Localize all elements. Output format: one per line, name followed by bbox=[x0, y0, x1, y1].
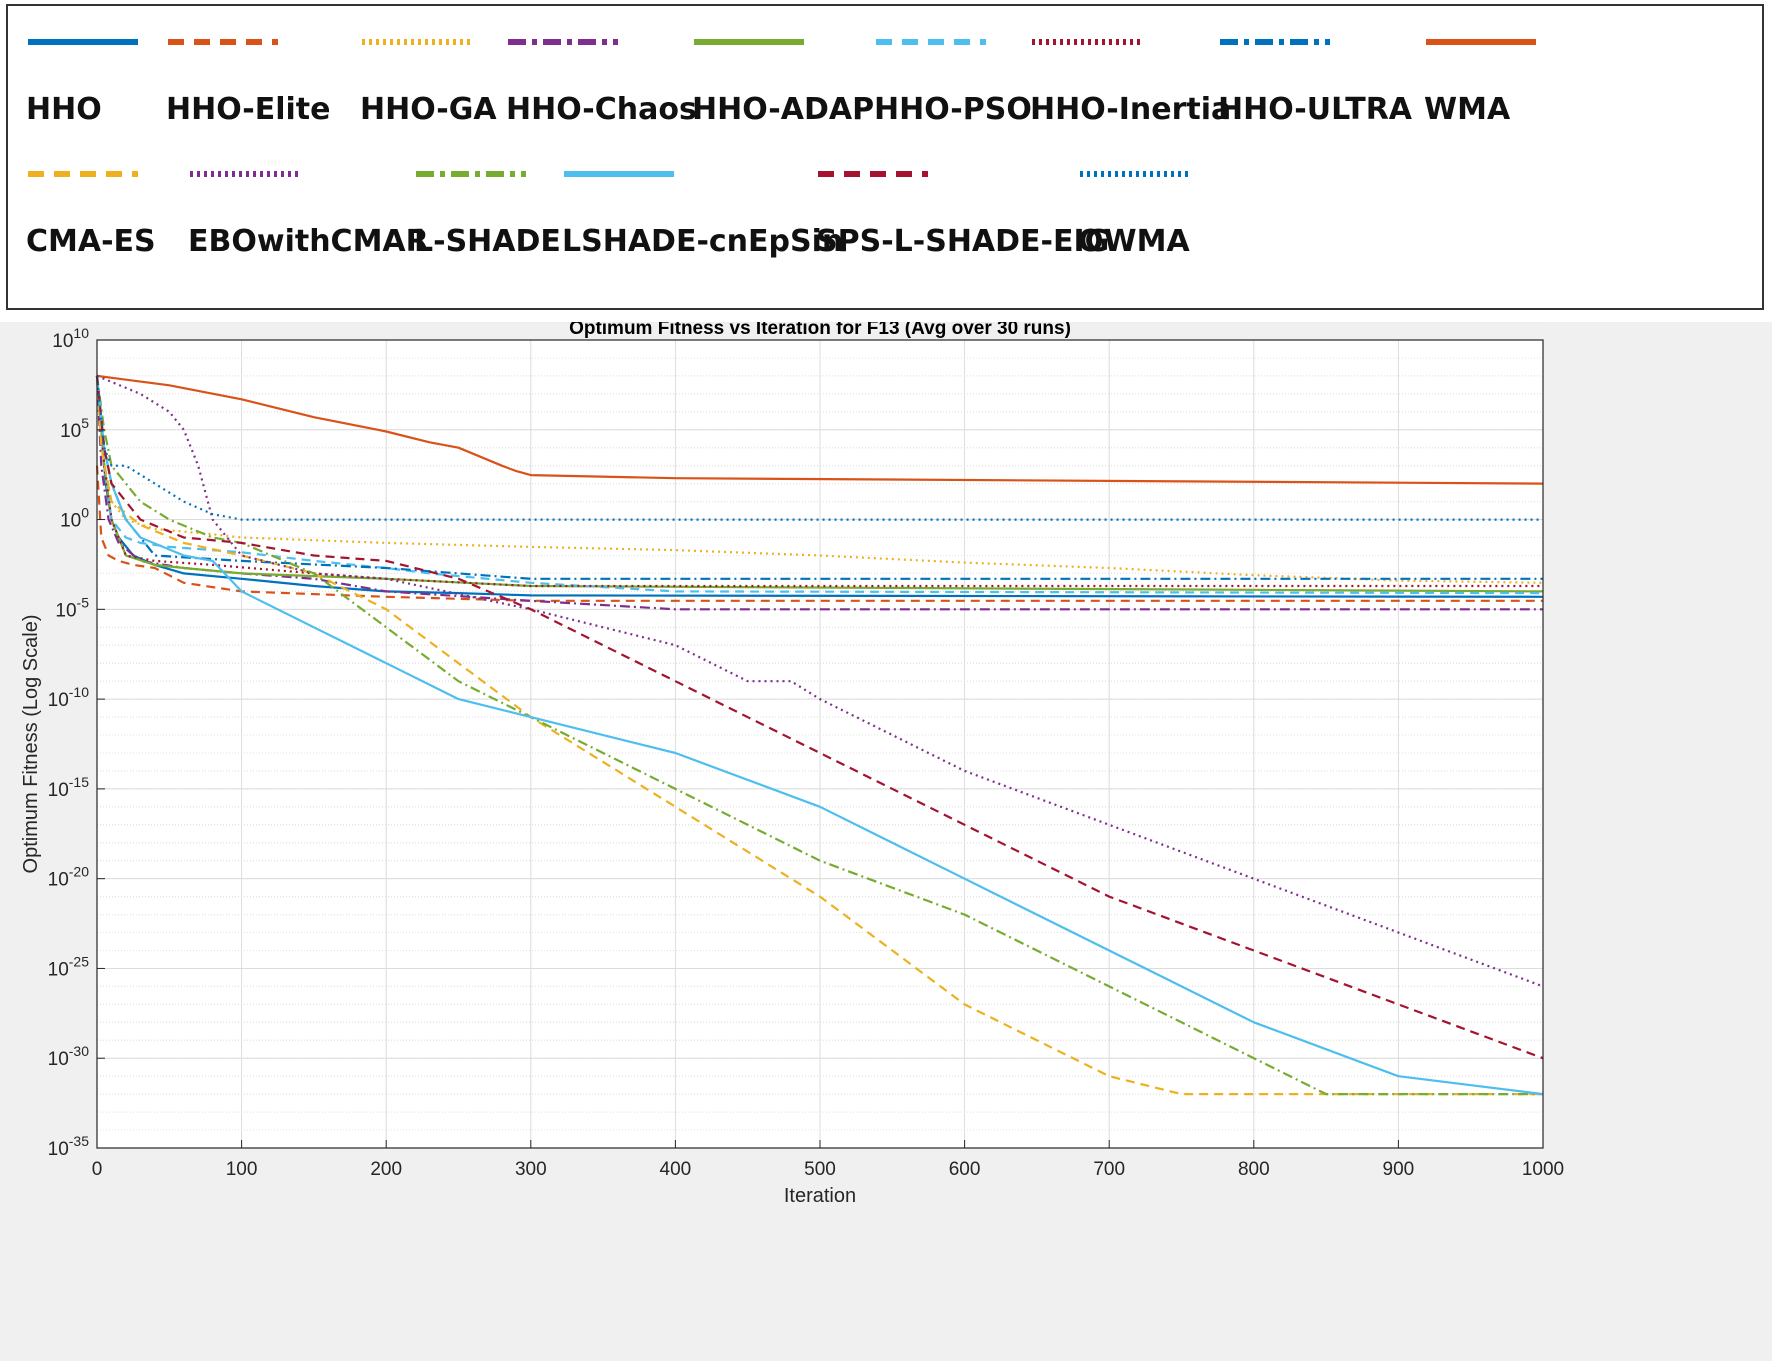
series-line-lshade-cnepsin bbox=[95, 375, 1544, 1096]
series-line-sps-l-shade-eig bbox=[95, 375, 1544, 1060]
y-tick-base: 10 bbox=[55, 600, 76, 621]
y-tick-base: 10 bbox=[52, 331, 73, 352]
legend-label: LSHADE-cnEpSin bbox=[562, 224, 844, 259]
y-tick-label: 10-20 bbox=[48, 864, 90, 891]
x-tick-label: 100 bbox=[226, 1159, 258, 1180]
legend-line-sample bbox=[694, 39, 804, 45]
x-tick-label: 700 bbox=[1093, 1159, 1125, 1180]
legend-line-sample bbox=[28, 39, 138, 45]
x-tick-label: 800 bbox=[1238, 1159, 1270, 1180]
legend-line-sample bbox=[876, 39, 986, 45]
y-tick-label: 10-30 bbox=[48, 1043, 90, 1070]
legend-line-sample bbox=[508, 39, 618, 45]
x-tick-label: 1000 bbox=[1522, 1159, 1564, 1180]
x-tick-label: 200 bbox=[370, 1159, 402, 1180]
legend-line-sample bbox=[362, 39, 472, 45]
y-tick-exponent: -5 bbox=[77, 594, 90, 610]
y-tick-exponent: -35 bbox=[69, 1133, 89, 1149]
x-tick-label: 900 bbox=[1383, 1159, 1415, 1180]
y-tick-exponent: -30 bbox=[69, 1043, 89, 1059]
x-axis-label: Iteration bbox=[784, 1185, 856, 1207]
legend-line-sample bbox=[190, 171, 300, 177]
y-tick-base: 10 bbox=[48, 690, 69, 711]
legend-label: HHO-ADAP bbox=[692, 92, 875, 127]
chart-area: 0 100 200 300 400 500 600 700 800 900 1000 1010 105 1… bbox=[0, 322, 1772, 1361]
legend-line-sample bbox=[168, 39, 278, 45]
legend-label: EBOwithCMAR bbox=[188, 224, 429, 259]
y-tick-exponent: 10 bbox=[73, 325, 89, 341]
legend-line-sample bbox=[1426, 39, 1536, 45]
legend-label: HHO-Chaos bbox=[506, 92, 697, 127]
y-tick-base: 10 bbox=[48, 1139, 69, 1160]
legend-line-sample bbox=[1032, 39, 1142, 45]
legend-label: HHO-GA bbox=[360, 92, 497, 127]
legend-line-sample bbox=[416, 171, 526, 177]
x-tick-label: 300 bbox=[515, 1159, 547, 1180]
legend-line-sample bbox=[1220, 39, 1330, 45]
y-tick-base: 10 bbox=[60, 421, 81, 442]
y-tick-label: 10-15 bbox=[48, 774, 90, 801]
series-line-l-shade bbox=[95, 375, 1543, 1096]
y-tick-exponent: -10 bbox=[69, 684, 89, 700]
y-tick-label: 105 bbox=[60, 415, 89, 442]
y-tick-base: 10 bbox=[48, 1049, 69, 1070]
y-tick-label: 1010 bbox=[52, 325, 89, 352]
y-tick-base: 10 bbox=[48, 870, 69, 891]
legend-line-sample bbox=[818, 171, 928, 177]
legend-label: L-SHADE bbox=[414, 224, 561, 259]
legend-label: SPS-L-SHADE-EIG bbox=[816, 224, 1110, 259]
x-tick-label: 500 bbox=[804, 1159, 836, 1180]
series-line-ebowithcmar bbox=[96, 374, 1544, 988]
chart-svg: 0 100 200 300 400 500 600 700 800 900 100010101051… bbox=[20, 322, 1565, 1207]
legend-label: HHO-PSO bbox=[874, 92, 1032, 127]
y-tick-exponent: -15 bbox=[69, 774, 89, 790]
series-line-hho-elite bbox=[95, 465, 1543, 602]
y-tick-exponent: -20 bbox=[69, 864, 89, 880]
y-tick-exponent: 0 bbox=[81, 505, 89, 521]
y-tick-exponent: 5 bbox=[81, 415, 89, 431]
series-line-hho-ga bbox=[95, 375, 1544, 584]
legend-line-sample bbox=[1080, 171, 1190, 177]
y-tick-exponent: -25 bbox=[69, 953, 89, 969]
y-axis-label: Optimum Fitness (Log Scale) bbox=[20, 615, 42, 874]
series-line-hho-inertia bbox=[95, 375, 1543, 588]
y-tick-label: 10-5 bbox=[55, 594, 89, 621]
y-tick-label: 10-35 bbox=[48, 1133, 90, 1160]
ticks-layer: 0 100 200 300 400 500 600 700 800 900 100010101051… bbox=[48, 325, 1565, 1180]
legend-label: OWMA bbox=[1078, 224, 1190, 259]
legend-label: HHO-Inertia bbox=[1030, 92, 1232, 127]
legend-label: HHO bbox=[26, 92, 102, 127]
chart-title: Optimum Fitness vs Iteration for F13 (Av… bbox=[569, 322, 1071, 339]
legend-label: CMA-ES bbox=[26, 224, 156, 259]
y-tick-label: 10-25 bbox=[48, 953, 90, 980]
x-tick-label: 400 bbox=[660, 1159, 692, 1180]
series-line-wma bbox=[96, 374, 1544, 485]
y-tick-label: 10-10 bbox=[48, 684, 90, 711]
legend-line-sample bbox=[564, 171, 674, 177]
y-tick-base: 10 bbox=[48, 959, 69, 980]
series-layer bbox=[95, 374, 1544, 1096]
legend-label: HHO-Elite bbox=[166, 92, 331, 127]
series-line-hho-ultra bbox=[95, 375, 1543, 580]
x-tick-label: 600 bbox=[949, 1159, 981, 1180]
series-line-hho-pso bbox=[95, 375, 1544, 595]
legend-line-sample bbox=[28, 171, 138, 177]
series-line-owma bbox=[95, 375, 1543, 521]
series-line-hho-chaos bbox=[95, 375, 1543, 611]
y-tick-base: 10 bbox=[48, 780, 69, 801]
y-tick-label: 100 bbox=[60, 505, 89, 532]
x-tick-label: 0 bbox=[92, 1159, 103, 1180]
legend-label: WMA bbox=[1424, 92, 1511, 127]
legend-label: HHO-ULTRA bbox=[1218, 92, 1413, 127]
series-line-cma-es bbox=[95, 375, 1543, 1096]
legend: HHO HHO-Elite HHO-GA HHO-Chaos HHO-ADAP HHO-P… bbox=[6, 4, 1764, 310]
y-tick-base: 10 bbox=[60, 511, 81, 532]
